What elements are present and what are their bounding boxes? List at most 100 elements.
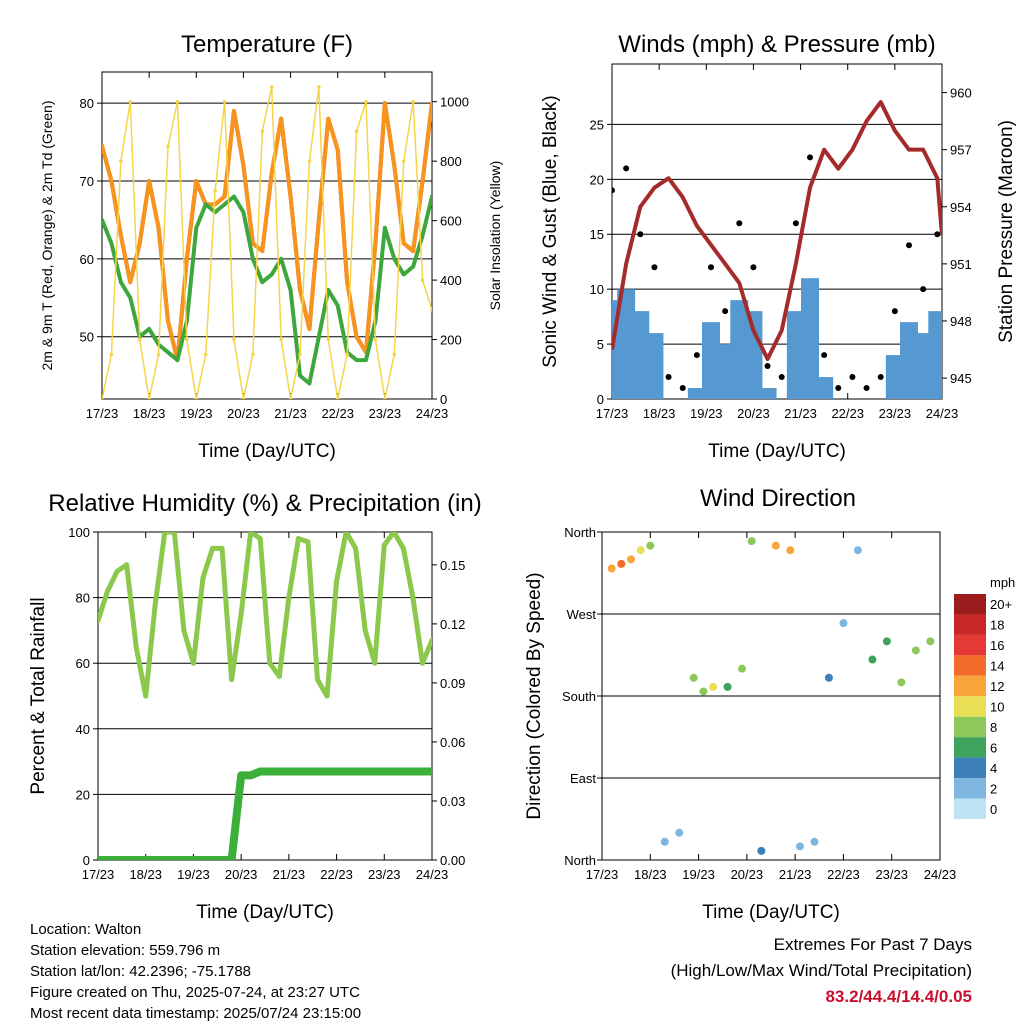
plot-area: [102, 85, 432, 399]
x-tick-label: 24/23: [416, 867, 449, 882]
y2-tick-label: 951: [950, 257, 972, 272]
y-tick-label: 40: [76, 722, 90, 737]
data-point: [317, 85, 321, 89]
direction-point: [824, 673, 833, 682]
data-point: [345, 280, 349, 285]
data-point: [229, 677, 235, 683]
direction-point: [738, 664, 747, 673]
data-point: [181, 627, 187, 633]
direction-point: [868, 655, 877, 664]
y-tick-label: North: [564, 525, 596, 540]
data-point: [105, 588, 111, 594]
data-point: [324, 693, 330, 699]
panel-3: Relative Humidity (%) & Precipitation (i…: [28, 490, 482, 923]
gust-point: [736, 220, 743, 227]
created-text: Figure created on Thu, 2025-07-24, at 23…: [30, 984, 360, 1001]
colorbar-label: 0: [990, 802, 997, 817]
direction-point: [636, 546, 645, 555]
data-point: [401, 159, 406, 163]
data-point: [185, 257, 189, 261]
data-point: [203, 352, 208, 357]
x-tick-label: 19/23: [180, 406, 213, 421]
x-tick-label: 22/23: [831, 406, 864, 421]
extremes-values: 83.2/44.4/14.4/0.05: [825, 987, 972, 1006]
data-point: [419, 768, 425, 774]
y2-axis-label: Solar Insolation (Yellow): [487, 161, 503, 311]
data-point: [119, 280, 123, 285]
data-point: [392, 352, 397, 357]
colorbar-swatch: [954, 737, 986, 758]
wind-bar: [702, 322, 720, 399]
data-point: [335, 303, 340, 308]
gust-point: [722, 308, 729, 315]
data-point: [128, 295, 133, 300]
y-tick-label: North: [564, 853, 596, 868]
data-point: [194, 225, 199, 230]
x-tick-label: 17/23: [82, 867, 115, 882]
plot-area: [612, 100, 942, 399]
wind-bar: [631, 311, 650, 399]
data-point: [128, 99, 133, 104]
x-tick-label: 23/23: [368, 867, 401, 882]
data-point: [190, 660, 196, 666]
y-axis-label: Percent & Total Rainfall: [28, 597, 49, 794]
data-point: [238, 772, 244, 778]
data-point: [190, 857, 196, 860]
data-point: [279, 257, 283, 261]
data-point: [307, 381, 312, 386]
x-tick-label: 24/23: [926, 406, 959, 421]
wind-bar: [885, 355, 904, 399]
data-point: [298, 373, 302, 378]
wind-bar: [815, 377, 834, 399]
direction-point: [795, 842, 804, 851]
data-point: [175, 358, 180, 362]
data-point: [420, 233, 425, 238]
data-point: [222, 99, 227, 104]
data-point: [210, 857, 216, 860]
gust-point: [637, 231, 644, 238]
direction-point: [853, 546, 862, 555]
data-point: [286, 768, 292, 774]
data-point: [353, 768, 359, 774]
latlon-text: Station lat/lon: 42.2396; -75.1788: [30, 963, 252, 980]
direction-point: [723, 682, 732, 691]
gust-point: [835, 385, 842, 392]
panel-title: Winds (mph) & Pressure (mb): [618, 31, 935, 58]
x-tick-label: 20/23: [737, 406, 770, 421]
data-point: [326, 116, 331, 121]
direction-point: [810, 837, 819, 846]
data-point: [305, 539, 311, 545]
data-point: [354, 358, 359, 362]
y2-tick-label: 0.00: [440, 853, 465, 868]
gust-point: [778, 374, 785, 381]
data-point: [334, 768, 340, 774]
direction-point: [757, 846, 766, 855]
data-point: [128, 280, 133, 285]
data-point: [162, 857, 168, 860]
data-point: [392, 257, 397, 261]
gust-point: [934, 231, 941, 238]
x-tick-label: 20/23: [227, 406, 260, 421]
gust-point: [679, 385, 686, 392]
y-tick-label: 10: [590, 282, 604, 297]
data-point: [401, 272, 406, 277]
colorbar-label: 20+: [990, 597, 1012, 612]
series-line: [102, 194, 432, 386]
y2-tick-label: 400: [440, 273, 462, 288]
wind-bar: [758, 388, 777, 399]
recent-data-text: Most recent data timestamp: 2025/07/24 2…: [30, 1005, 362, 1022]
data-point: [307, 159, 312, 163]
gust-point: [792, 220, 799, 227]
data-point: [152, 857, 158, 860]
data-point: [119, 159, 123, 163]
x-tick-label: 18/23: [129, 867, 162, 882]
data-point: [286, 595, 292, 601]
gust-point: [750, 264, 757, 271]
gust-point: [849, 374, 856, 381]
direction-point: [839, 619, 848, 628]
data-point: [383, 101, 387, 105]
gust-point: [665, 374, 672, 381]
data-point: [124, 857, 130, 860]
data-point: [102, 397, 104, 399]
colorbar-swatch: [954, 716, 986, 738]
